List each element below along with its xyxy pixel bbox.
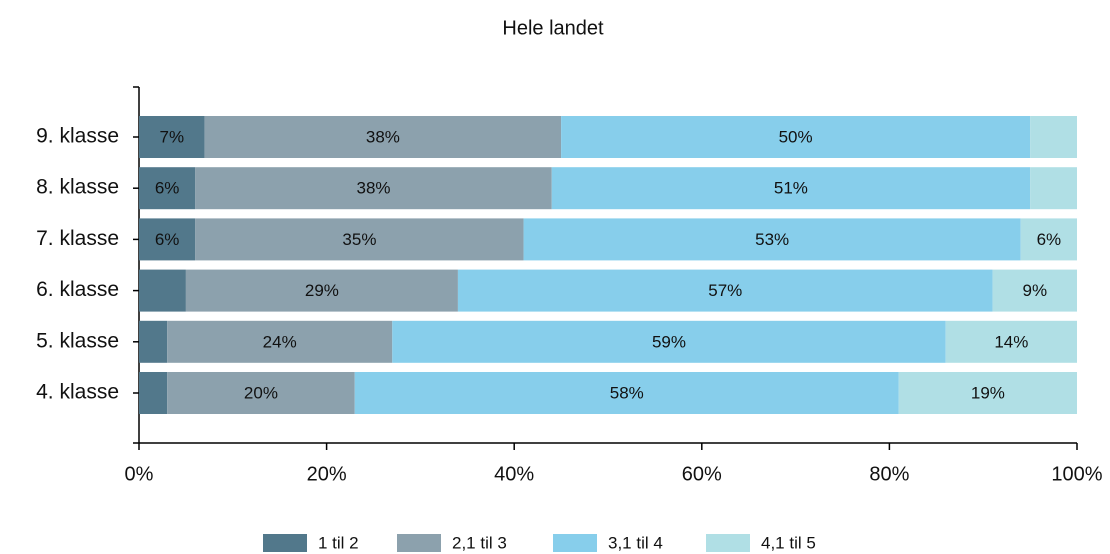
data-label: 24% — [263, 332, 297, 351]
data-label: 53% — [755, 230, 789, 249]
data-label: 20% — [244, 383, 278, 402]
data-label: 35% — [342, 230, 376, 249]
legend-label: 3,1 til 4 — [608, 533, 663, 552]
bar-segment — [167, 372, 355, 414]
data-label: 9% — [1023, 281, 1048, 300]
bar-segment — [139, 167, 196, 210]
legend-swatch — [553, 534, 597, 552]
bar-segment — [1030, 167, 1077, 210]
bar-segment — [1020, 218, 1077, 261]
bar-segment — [167, 320, 393, 363]
bar-segment — [992, 269, 1077, 312]
bar-segment — [1030, 116, 1077, 158]
x-tick-label: 60% — [682, 463, 722, 485]
data-label: 6% — [155, 230, 180, 249]
y-tick-label: 7. klasse — [36, 227, 119, 250]
bar-segment — [139, 269, 186, 312]
x-tick-label: 80% — [869, 463, 909, 485]
bar-segment — [561, 116, 1031, 158]
x-tick-label: 20% — [307, 463, 347, 485]
y-tick-label: 4. klasse — [36, 381, 119, 404]
bar-segment — [139, 218, 196, 261]
data-label: 38% — [356, 179, 390, 198]
legend-label: 4,1 til 5 — [761, 533, 816, 552]
data-label: 58% — [610, 383, 644, 402]
data-label: 57% — [708, 281, 742, 300]
bar-segment — [195, 218, 524, 261]
bar-segment — [392, 320, 946, 363]
data-label: 6% — [155, 179, 180, 198]
legend-swatch — [397, 534, 441, 552]
legend-swatch — [263, 534, 307, 552]
data-label: 6% — [1037, 230, 1062, 249]
bar-segment — [185, 269, 458, 312]
bar-segment — [204, 116, 562, 158]
data-label: 14% — [994, 332, 1028, 351]
y-tick-label: 6. klasse — [36, 278, 119, 301]
x-tick-label: 100% — [1051, 463, 1102, 485]
bar-segment — [457, 269, 993, 312]
data-label: 29% — [305, 281, 339, 300]
y-tick-label: 9. klasse — [36, 125, 119, 148]
data-label: 51% — [774, 179, 808, 198]
bar-segment — [551, 167, 1031, 210]
x-tick-label: 0% — [125, 463, 154, 485]
bar-segment — [139, 116, 205, 158]
bar-segment — [898, 372, 1077, 414]
legend-label: 2,1 til 3 — [452, 533, 507, 552]
bar-segment — [139, 320, 168, 363]
data-label: 59% — [652, 332, 686, 351]
bar-segment — [354, 372, 899, 414]
y-tick-label: 5. klasse — [36, 329, 119, 352]
bar-segment — [195, 167, 552, 210]
legend-swatch — [706, 534, 750, 552]
bar-segment — [945, 320, 1077, 363]
bar-segment — [523, 218, 1021, 261]
bar-segment — [139, 372, 168, 414]
y-tick-label: 8. klasse — [36, 176, 119, 199]
x-tick-label: 40% — [494, 463, 534, 485]
data-label: 7% — [160, 127, 185, 146]
data-label: 50% — [779, 127, 813, 146]
chart-title: Hele landet — [502, 17, 604, 39]
data-label: 19% — [971, 383, 1005, 402]
legend-label: 1 til 2 — [318, 533, 359, 552]
data-label: 38% — [366, 127, 400, 146]
